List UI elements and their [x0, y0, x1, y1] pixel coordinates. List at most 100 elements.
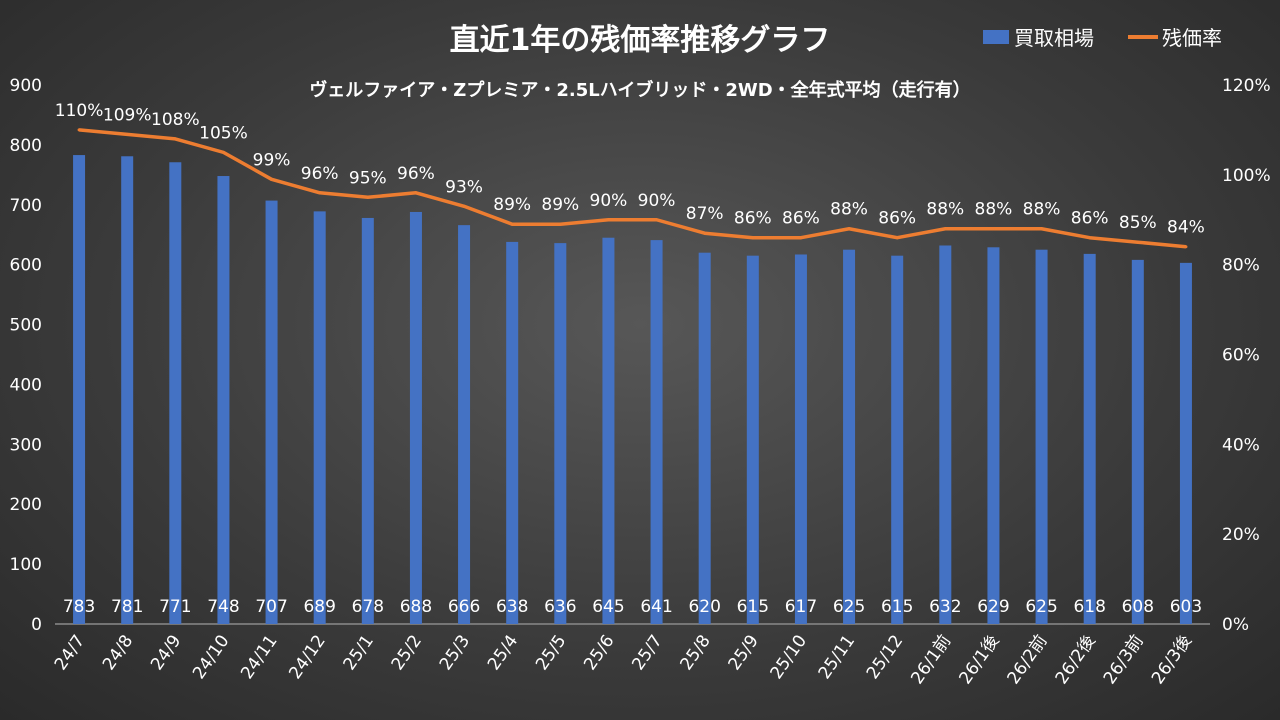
- line-point: [991, 227, 995, 231]
- line-point: [751, 236, 755, 240]
- bar: [987, 247, 1000, 624]
- x-tick-label: 25/11: [815, 631, 859, 683]
- bar-value-label: 771: [159, 597, 191, 617]
- line-value-label: 110%: [55, 101, 104, 121]
- y-left-tick-label: 100: [10, 555, 42, 575]
- line-point: [318, 191, 322, 195]
- bar-value-label: 638: [496, 597, 528, 617]
- bar: [458, 225, 471, 624]
- bar-value-label: 603: [1170, 597, 1202, 617]
- y-right-tick-label: 20%: [1222, 525, 1260, 545]
- legend-bar-swatch: [983, 30, 1009, 44]
- bar: [217, 176, 230, 624]
- x-tick-label: 26/1前: [907, 631, 955, 688]
- bar-value-label: 617: [785, 597, 817, 617]
- bar-value-label: 636: [544, 597, 576, 617]
- bar: [698, 252, 711, 624]
- x-tick-label: 26/2前: [1004, 631, 1052, 688]
- line-value-label: 86%: [1071, 209, 1109, 229]
- bar-value-label: 641: [640, 597, 672, 617]
- line-value-label: 88%: [975, 200, 1013, 220]
- bar-value-label: 629: [977, 597, 1009, 617]
- x-tick-label: 25/4: [484, 631, 522, 674]
- y-left-tick-label: 300: [10, 435, 42, 455]
- bar-value-label: 615: [737, 597, 769, 617]
- line-point: [895, 236, 899, 240]
- line-point: [462, 204, 466, 208]
- line-point: [703, 231, 707, 235]
- line-value-label: 95%: [349, 168, 387, 188]
- bar: [650, 240, 663, 624]
- line-point: [606, 218, 610, 222]
- bar-value-label: 707: [255, 597, 287, 617]
- bar: [554, 243, 567, 624]
- line-point: [173, 137, 177, 141]
- line-value-label: 86%: [734, 209, 772, 229]
- y-left-tick-label: 600: [10, 256, 42, 276]
- bar: [361, 217, 374, 624]
- x-tick-label: 26/3前: [1100, 631, 1148, 688]
- line-point: [1040, 227, 1044, 231]
- y-right-tick-label: 40%: [1222, 435, 1260, 455]
- line-point: [510, 222, 514, 226]
- line-point: [366, 195, 370, 199]
- bar-value-label: 620: [688, 597, 720, 617]
- line-value-label: 90%: [590, 191, 628, 211]
- line-point: [799, 236, 803, 240]
- x-tick-label: 24/8: [99, 631, 137, 674]
- legend: 買取相場 残価率: [983, 26, 1222, 50]
- x-tick-label: 25/1: [340, 631, 378, 674]
- bar: [1035, 249, 1048, 624]
- legend-line-label: 残価率: [1162, 26, 1222, 50]
- line-value-label: 99%: [253, 150, 291, 170]
- bar-value-label: 625: [1025, 597, 1057, 617]
- line-value-label: 89%: [493, 195, 531, 215]
- bar-value-label: 678: [352, 597, 384, 617]
- line-value-label: 90%: [638, 191, 676, 211]
- line-value-label: 88%: [1023, 200, 1061, 220]
- bar: [843, 249, 856, 624]
- bar-value-label: 645: [592, 597, 624, 617]
- bar: [794, 254, 807, 625]
- bar: [313, 211, 326, 625]
- bar: [409, 211, 422, 624]
- bar: [939, 245, 952, 624]
- line-point: [1136, 240, 1140, 244]
- bar-value-label: 618: [1073, 597, 1105, 617]
- x-tick-label: 24/7: [51, 631, 89, 674]
- bar-value-label: 666: [448, 597, 480, 617]
- line-value-label: 86%: [878, 209, 916, 229]
- y-left-tick-label: 900: [10, 76, 42, 96]
- bar: [746, 255, 759, 624]
- bar-value-label: 632: [929, 597, 961, 617]
- line-value-label: 105%: [199, 123, 248, 143]
- line-value-label: 87%: [686, 204, 724, 224]
- y-right-tick-label: 60%: [1222, 346, 1260, 366]
- x-tick-label: 26/3後: [1148, 631, 1196, 688]
- x-tick-label: 26/2後: [1052, 631, 1100, 688]
- bar: [265, 200, 278, 624]
- bar: [891, 255, 904, 624]
- x-tick-label: 25/8: [676, 631, 714, 674]
- bar: [1179, 262, 1192, 624]
- x-tick-label: 26/1後: [955, 631, 1003, 688]
- bar-value-label: 689: [303, 597, 335, 617]
- line-point: [125, 132, 129, 136]
- x-tick-label: 25/12: [863, 631, 907, 683]
- x-tick-label: 24/9: [147, 631, 185, 674]
- line-point: [847, 227, 851, 231]
- chart-title: 直近1年の残価率推移グラフ: [450, 23, 831, 58]
- x-tick-label: 25/7: [628, 631, 666, 674]
- bar-value-label: 783: [63, 597, 95, 617]
- x-tick-label: 24/11: [237, 631, 281, 683]
- y-left-tick-label: 700: [10, 196, 42, 216]
- bar-value-label: 615: [881, 597, 913, 617]
- y-left-tick-label: 400: [10, 375, 42, 395]
- bar: [121, 156, 134, 625]
- line-point: [1184, 245, 1188, 249]
- bar: [73, 155, 86, 624]
- y-right-tick-label: 80%: [1222, 256, 1260, 276]
- bar: [1083, 253, 1096, 625]
- y-left-tick-label: 800: [10, 136, 42, 156]
- bar: [169, 162, 182, 625]
